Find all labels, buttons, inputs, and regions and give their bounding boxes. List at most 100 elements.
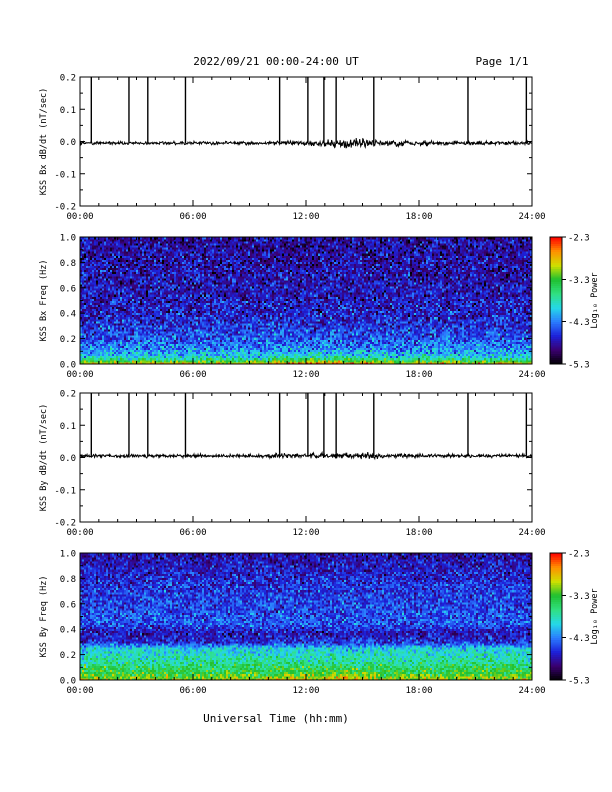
spectrogram-cell [138,319,140,321]
spectrogram-cell [206,296,208,298]
spectrogram-cell [132,245,134,247]
spectrogram-cell [216,296,218,298]
spectrogram-cell [94,280,96,282]
spectrogram-cell [212,266,214,268]
spectrogram-cell [168,245,170,247]
spectrogram-cell [128,305,130,307]
spectrogram-cell [136,286,138,288]
spectrogram-cell [210,313,212,315]
spectrogram-cell [112,298,114,300]
spectrogram-cell [82,327,84,329]
spectrogram-cell [158,348,160,350]
spectrogram-cell [150,284,152,286]
spectrogram-cell [172,251,174,253]
spectrogram-cell [208,255,210,257]
spectrogram-cell [208,319,210,321]
spectrogram-cell [188,280,190,282]
spectrogram-cell [132,264,134,266]
spectrogram-cell [116,329,118,331]
spectrogram-cell [174,305,176,307]
spectrogram-cell [118,253,120,255]
spectrogram-cell [90,315,92,317]
spectrogram-cell [128,344,130,346]
spectrogram-cell [118,255,120,257]
spectrogram-cell [182,249,184,251]
spectrogram-cell [138,264,140,266]
spectrogram-cell [200,339,202,341]
spectrogram-cell [228,243,230,245]
spectrogram-cell [188,319,190,321]
spectrogram-cell [164,313,166,315]
spectrogram-cell [190,305,192,307]
spectrogram-cell [230,247,232,249]
spectrogram-cell [120,311,122,313]
spectrogram-cell [178,311,180,313]
spectrogram-cell [102,292,104,294]
spectrogram-cell [108,315,110,317]
spectrogram-cell [126,305,128,307]
spectrogram-cell [178,329,180,331]
spectrogram-cell [88,311,90,313]
spectrogram-cell [222,354,224,356]
spectrogram-cell [142,278,144,280]
spectrogram-cell [138,290,140,292]
spectrogram-cell [180,264,182,266]
spectrogram-cell [102,255,104,257]
spectrogram-cell [222,241,224,243]
spectrogram-cell [236,323,238,325]
spectrogram-cell [112,262,114,264]
spectrogram-cell [228,262,230,264]
spectrogram-cell [214,317,216,319]
spectrogram-cell [88,274,90,276]
spectrogram-cell [94,255,96,257]
spectrogram-cell [150,327,152,329]
spectrogram-cell [212,311,214,313]
spectrogram-cell [186,255,188,257]
spectrogram-cell [132,348,134,350]
spectrogram-cell [90,301,92,303]
spectrogram-cell [228,301,230,303]
spectrogram-cell [178,296,180,298]
spectrogram-cell [102,253,104,255]
spectrogram-cell [204,288,206,290]
spectrogram-cell [198,276,200,278]
spectrogram-cell [234,262,236,264]
x-tick-label: 12:00 [292,212,319,222]
spectrogram-cell [208,317,210,319]
spectrogram-cell [190,288,192,290]
spectrogram-cell [196,315,198,317]
spectrogram-cell [216,247,218,249]
spectrogram-cell [122,253,124,255]
spectrogram-cell [180,341,182,343]
spectrogram-cell [222,337,224,339]
spectrogram-cell [142,260,144,262]
spectrogram-cell [122,272,124,274]
spectrogram-cell [82,344,84,346]
spectrogram-cell [170,251,172,253]
spectrogram-cell [114,331,116,333]
spectrogram-cell [118,241,120,243]
spectrogram-cell [210,243,212,245]
spectrogram-cell [116,354,118,356]
spectrogram-cell [194,319,196,321]
spectrogram-cell [214,319,216,321]
spectrogram-cell [170,323,172,325]
spectrogram-cell [96,313,98,315]
spectrogram-cell [96,268,98,270]
spectrogram-cell [198,352,200,354]
spectrogram-cell [118,317,120,319]
spectrogram-cell [100,274,102,276]
spectrogram-cell [110,253,112,255]
spectrogram-cell [120,296,122,298]
spectrogram-cell [218,268,220,270]
spectrogram-cell [224,239,226,241]
spectrogram-cell [186,311,188,313]
spectrogram-cell [184,356,186,358]
spectrogram-cell [108,262,110,264]
spectrogram-cell [100,341,102,343]
spectrogram-cell [200,352,202,354]
spectrogram-cell [180,272,182,274]
spectrogram-cell [100,315,102,317]
spectrogram-cell [176,348,178,350]
spectrogram-cell [146,331,148,333]
